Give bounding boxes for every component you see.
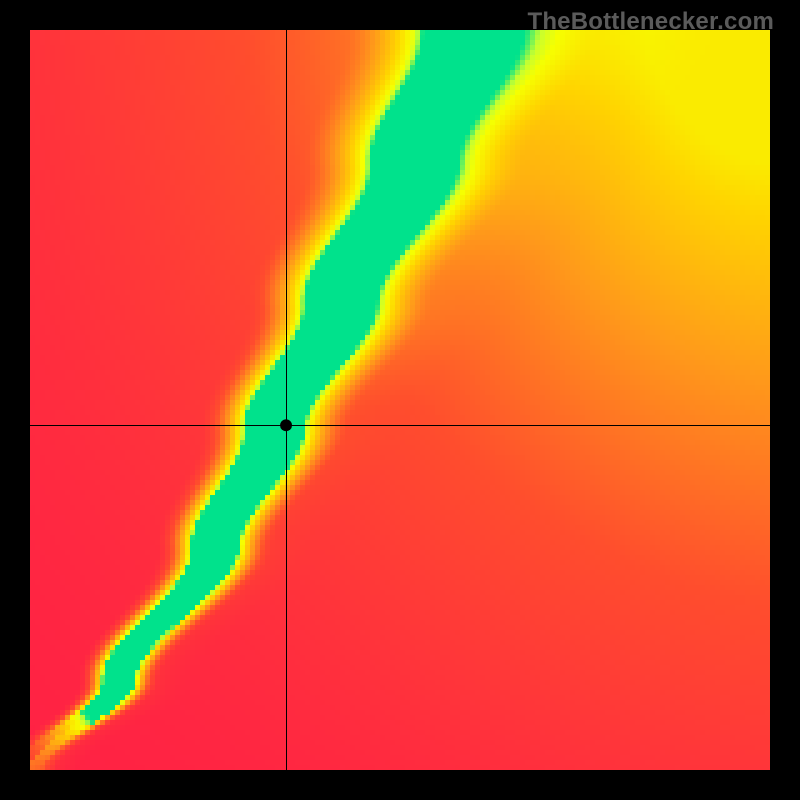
chart-container: TheBottlenecker.com bbox=[0, 0, 800, 800]
heatmap-canvas bbox=[0, 0, 800, 800]
watermark-text: TheBottlenecker.com bbox=[527, 8, 774, 36]
